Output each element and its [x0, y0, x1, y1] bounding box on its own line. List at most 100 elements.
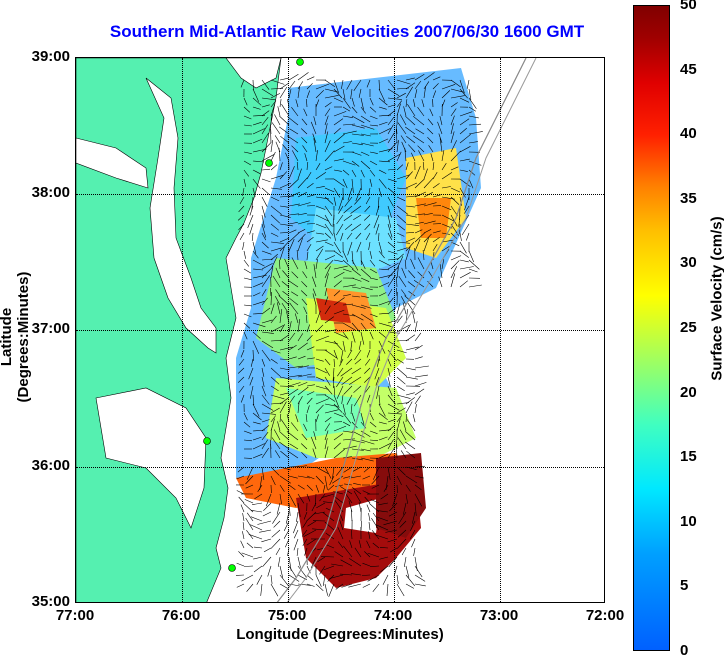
velocity-arrow — [306, 384, 315, 387]
velocity-arrow — [270, 128, 272, 144]
velocity-arrow — [356, 241, 362, 253]
velocity-arrow — [301, 529, 308, 537]
velocity-arrow — [277, 106, 281, 117]
velocity-arrow — [297, 373, 312, 378]
velocity-arrow — [270, 247, 282, 252]
velocity-arrow — [368, 531, 371, 540]
map-plot-area[interactable] — [75, 57, 605, 603]
velocity-arrow — [414, 80, 422, 90]
velocity-arrow — [396, 214, 407, 224]
velocity-arrow — [333, 79, 340, 94]
velocity-arrow — [389, 502, 398, 512]
velocity-arrow — [270, 151, 276, 162]
velocity-arrow — [378, 394, 381, 406]
velocity-arrow — [360, 457, 374, 462]
velocity-arrow — [468, 131, 483, 135]
velocity-arrow — [396, 315, 403, 324]
velocity-arrow — [348, 583, 362, 588]
velocity-arrow — [261, 367, 265, 377]
velocity-arrow — [270, 394, 285, 400]
velocity-arrow — [410, 520, 416, 532]
velocity-arrow — [414, 232, 426, 243]
velocity-arrow — [279, 334, 290, 342]
velocity-arrow — [333, 250, 344, 258]
map-title: Southern Mid-Atlantic Raw Velocities 200… — [109, 22, 585, 41]
velocity-arrow — [388, 511, 398, 517]
velocity-arrow — [340, 349, 344, 363]
velocity-arrow — [243, 439, 253, 442]
velocity-arrow — [302, 520, 308, 528]
velocity-arrow — [387, 447, 395, 459]
velocity-arrow — [408, 144, 416, 153]
velocity-arrow — [315, 574, 322, 587]
velocity-arrow — [441, 259, 445, 270]
velocity-arrow — [297, 355, 306, 360]
velocity-arrow — [405, 574, 416, 587]
velocity-arrow — [387, 258, 399, 261]
velocity-arrow — [432, 237, 440, 243]
velocity-arrow — [427, 136, 434, 144]
velocity-arrow — [410, 258, 416, 270]
x-tick-label: 73:00 — [479, 607, 519, 624]
delaware-bay — [225, 58, 282, 89]
velocity-arrow — [279, 392, 289, 396]
velocity-arrow — [315, 245, 324, 252]
velocity-arrow — [270, 256, 278, 270]
velocity-arrow — [270, 303, 275, 315]
velocity-arrow — [288, 502, 291, 516]
velocity-arrow — [342, 445, 357, 450]
velocity-arrow — [296, 161, 299, 171]
velocity-arrow — [274, 135, 281, 144]
velocity-arrow — [270, 205, 283, 215]
velocity-arrow — [399, 520, 407, 528]
velocity-arrow — [333, 178, 345, 187]
velocity-arrow — [396, 349, 407, 354]
velocity-arrow — [324, 394, 336, 402]
velocity-arrow — [405, 441, 416, 450]
velocity-arrow — [378, 443, 391, 450]
colorbar-tick: 40 — [680, 125, 697, 142]
y-tick-label: 35:00 — [31, 593, 70, 610]
velocity-arrow — [314, 511, 326, 515]
velocity-arrow — [253, 565, 263, 573]
velocity-arrow — [405, 346, 419, 351]
velocity-arrow — [288, 222, 298, 225]
velocity-arrow — [459, 259, 469, 263]
velocity-arrow — [427, 280, 434, 288]
velocity-arrow — [342, 430, 353, 433]
velocity-arrow — [405, 392, 415, 396]
velocity-arrow — [423, 86, 426, 99]
velocity-field — [236, 68, 481, 588]
velocity-arrow — [303, 511, 308, 520]
velocity-arrow — [406, 419, 416, 432]
velocity-arrow — [398, 511, 407, 525]
velocity-arrow — [333, 358, 335, 368]
velocity-arrow — [396, 583, 405, 597]
velocity-arrow — [313, 138, 317, 153]
velocity-arrow — [432, 183, 440, 189]
velocity-arrow — [346, 79, 353, 90]
velocity-arrow — [396, 385, 405, 391]
velocity-arrow — [369, 277, 378, 280]
velocity-arrow — [302, 271, 308, 279]
velocity-arrow — [291, 271, 299, 279]
y-tick-label: 38:00 — [31, 184, 70, 201]
velocity-arrow — [303, 423, 308, 432]
velocity-arrow — [297, 484, 305, 490]
velocity-arrow — [387, 110, 396, 117]
velocity-arrow — [405, 475, 418, 484]
velocity-arrow — [252, 502, 263, 505]
velocity-arrow — [315, 358, 324, 362]
velocity-arrow — [360, 448, 371, 452]
velocity-arrow — [252, 169, 261, 174]
velocity-arrow — [423, 72, 435, 81]
velocity-arrow — [380, 493, 389, 500]
velocity-arrow — [414, 574, 426, 582]
velocity-arrow — [306, 475, 315, 480]
velocity-arrow — [279, 385, 295, 387]
velocity-arrow — [277, 421, 281, 432]
velocity-arrow — [333, 349, 338, 360]
velocity-arrow — [306, 183, 314, 189]
velocity-arrow — [263, 502, 272, 512]
velocity-arrow — [282, 144, 290, 153]
